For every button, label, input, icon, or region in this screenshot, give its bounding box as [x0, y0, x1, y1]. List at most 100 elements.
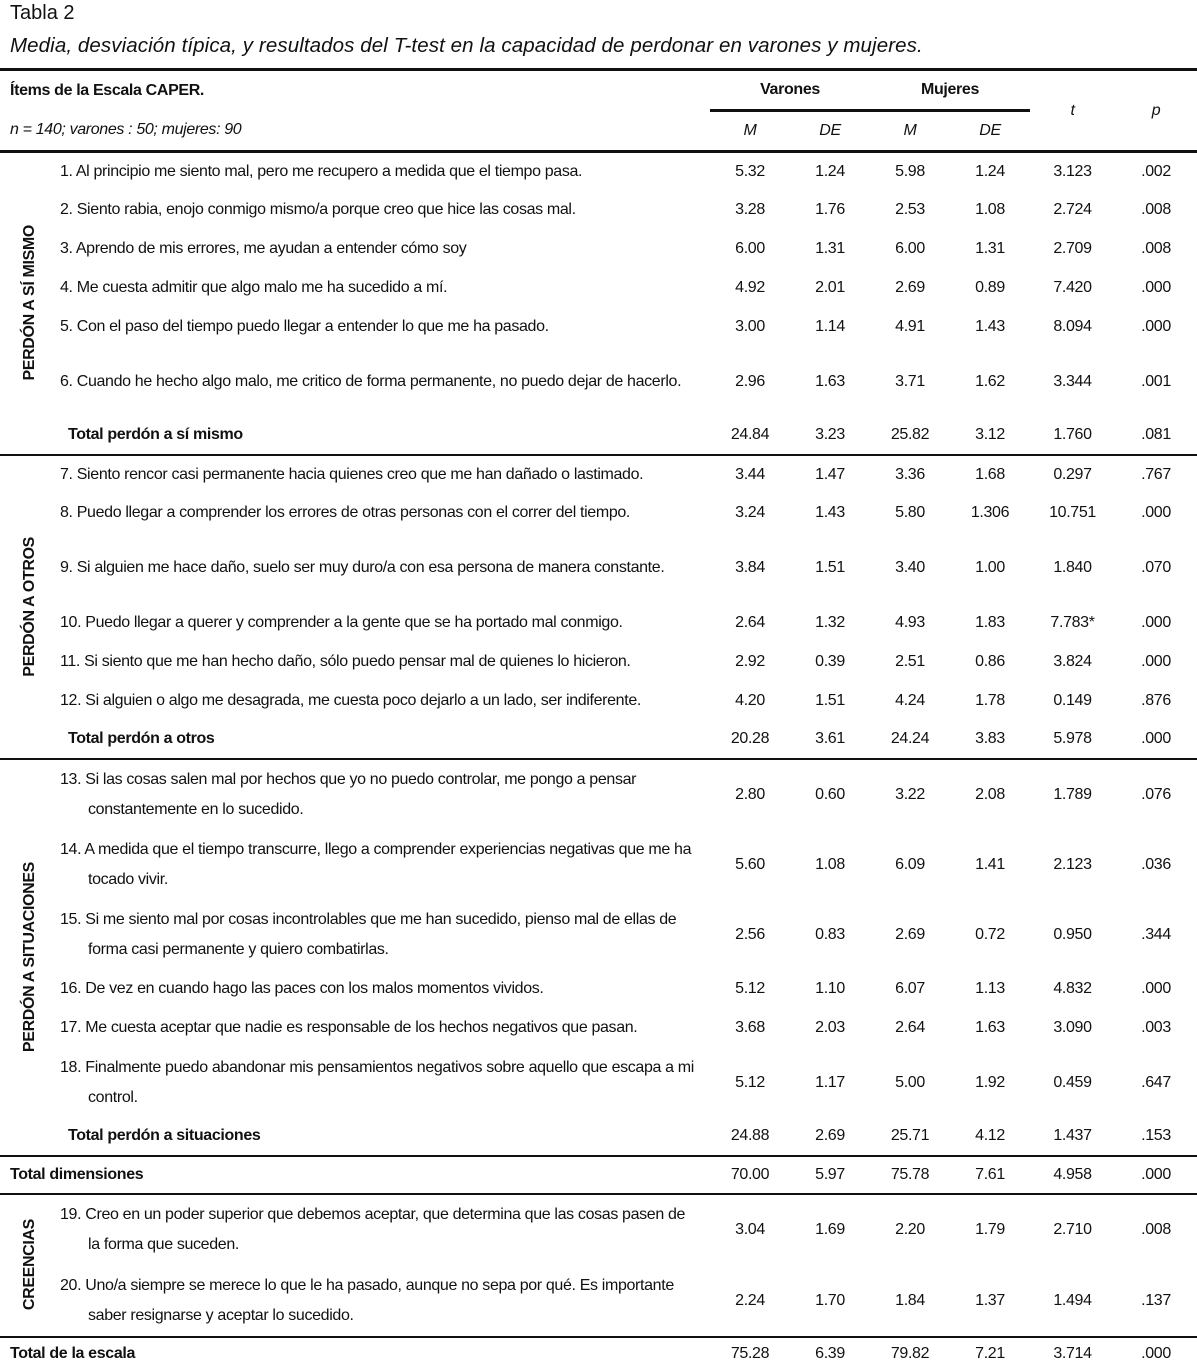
table-row: 17. Me cuesta aceptar que nadie es respo… [0, 1009, 1197, 1048]
table-row: PERDÓN A SITUACIONES 13. Si las cosas sal… [0, 757, 1197, 1156]
men-sd: 1.69 [790, 1192, 871, 1266]
item-text: 3. Aprendo de mis errores, me ayudan a e… [60, 240, 467, 257]
item-text: 9. Si alguien me hace daño, suelo ser mu… [60, 558, 665, 576]
p-value: .000 [1141, 318, 1171, 335]
t-value: 3.714 [1030, 1335, 1116, 1371]
women-sd: 7.61 [950, 1154, 1031, 1194]
section-label-text: PERDÓN A OTROS [21, 536, 38, 677]
men-sd: 1.47 [790, 453, 871, 494]
p-value: .153 [1141, 1127, 1171, 1144]
total-label: Total dimensiones [0, 1154, 711, 1194]
item-text: 10. Puedo llegar a querer y comprender a… [60, 613, 623, 631]
t-value: 3.344 [1053, 372, 1092, 390]
women-mean: 5.98 [870, 150, 951, 191]
men-mean: 5.12 [735, 1073, 765, 1091]
men-sd: 1.31 [815, 240, 845, 257]
p-value: .000 [1141, 279, 1171, 296]
p-value: .344 [1141, 925, 1171, 943]
women-sd: 1.92 [975, 1073, 1005, 1091]
caper-results-table: Ítems de la Escala CAPER. Varones Mujere… [0, 68, 1197, 1371]
men-mean: 4.20 [735, 692, 765, 709]
t-value: 1.494 [1053, 1291, 1092, 1309]
women-mean: 4.91 [895, 318, 925, 335]
t-value: 2.710 [1030, 1192, 1116, 1266]
men-mean: 2.80 [710, 757, 791, 830]
women-mean: 4.93 [895, 613, 925, 631]
men-mean: 5.12 [735, 980, 765, 997]
section-label: PERDÓN A OTROS [0, 453, 60, 759]
men-mean: 3.84 [735, 558, 765, 576]
t-value: 2.123 [1053, 855, 1092, 873]
t-value: 4.958 [1030, 1154, 1116, 1194]
women-mean: 2.20 [870, 1192, 951, 1266]
men-sd: 1.76 [815, 201, 845, 218]
men-sd: 2.69 [815, 1127, 845, 1144]
women-mean: 1.84 [895, 1291, 925, 1309]
women-mean: 75.78 [870, 1154, 951, 1194]
women-sd: 1.41 [975, 855, 1005, 873]
men-sd: 1.51 [815, 692, 845, 709]
men-sd: 1.51 [815, 558, 845, 576]
item-text: 14. A medida que el tiempo transcurre, l… [60, 840, 692, 888]
women-sd: 1.08 [975, 201, 1005, 218]
men-mean: 5.60 [735, 855, 765, 873]
table-row: 12. Si alguien o algo me desagrada, me c… [0, 682, 1197, 721]
men-sd: 1.08 [815, 855, 845, 873]
p-value: .000 [1115, 1335, 1197, 1371]
subtotal-row: Total perdón a otros 20.28 3.61 24.24 3.83 5.… [0, 721, 1197, 759]
men-mean: 3.00 [735, 318, 765, 335]
women-sd: 1.43 [975, 318, 1005, 335]
women-sd: 1.24 [950, 150, 1031, 191]
men-mean: 5.32 [710, 150, 791, 191]
men-sd: 0.39 [815, 653, 845, 670]
women-mean: 79.82 [870, 1335, 951, 1371]
women-sd: 1.306 [970, 504, 1010, 521]
women-sd: 1.83 [975, 613, 1005, 631]
women-mean: 25.82 [890, 426, 930, 443]
item-text: 1. Al principio me siento mal, pero me r… [60, 150, 711, 191]
men-mean: 70.00 [710, 1154, 791, 1194]
women-mean: 5.80 [895, 504, 925, 521]
women-mean: 25.71 [890, 1127, 930, 1144]
item-text: 7. Siento rencor casi permanente hacia q… [60, 453, 711, 494]
p-value: .137 [1141, 1291, 1171, 1309]
women-sd: 2.08 [950, 757, 1031, 830]
t-value: 10.751 [1049, 504, 1096, 521]
t-value: 7.420 [1053, 279, 1092, 296]
subtotal-row: Total perdón a situaciones 24.88 2.69 25.71… [0, 1118, 1197, 1156]
women-sd: 3.83 [975, 730, 1005, 747]
table-row: 3. Aprendo de mis errores, me ayudan a e… [0, 230, 1197, 269]
men-sd: 1.63 [815, 372, 845, 390]
p-value: .008 [1115, 1192, 1197, 1266]
women-sd: 1.63 [975, 1019, 1005, 1036]
table-row: CREENCIAS 19. Creo en un poder superior q… [0, 1192, 1197, 1337]
men-sd: 1.10 [815, 980, 845, 997]
men-sd: 5.97 [790, 1154, 871, 1194]
men-sd: 2.01 [815, 279, 845, 296]
table-row: 8. Puedo llegar a comprender los errores… [0, 494, 1197, 533]
women-mean: 6.00 [895, 240, 925, 257]
women-mean: 3.40 [895, 558, 925, 576]
women-mean: 2.64 [895, 1019, 925, 1036]
women-sd: 0.72 [975, 925, 1005, 943]
women-sd: 7.21 [950, 1335, 1031, 1371]
col-men-m: M [710, 110, 791, 153]
men-sd: 2.03 [815, 1019, 845, 1036]
item-text: 4. Me cuesta admitir que algo malo me ha… [60, 279, 448, 296]
table-row: 16. De vez en cuando hago las paces con … [0, 970, 1197, 1009]
col-p: p [1115, 68, 1197, 153]
p-value: .000 [1141, 653, 1171, 670]
t-value: 1.840 [1053, 558, 1092, 576]
subtotal-row: Total perdón a sí mismo 24.84 3.23 25.82 3.1… [0, 417, 1197, 455]
total-row: Total dimensiones 70.00 5.97 75.78 7.61 4.958… [0, 1154, 1197, 1194]
table-row: PERDÓN A SÍ MISMO 1. Al principio me sien… [0, 150, 1197, 455]
men-sd: 1.70 [815, 1291, 845, 1309]
group-women: Mujeres [870, 68, 1031, 112]
women-mean: 5.00 [895, 1073, 925, 1091]
women-sd: 1.79 [950, 1192, 1031, 1266]
women-mean: 6.07 [895, 980, 925, 997]
t-value: 3.123 [1030, 150, 1116, 191]
total-row: Total de la escala 75.28 6.39 79.82 7.21 3.71… [0, 1335, 1197, 1371]
women-mean: 2.51 [895, 653, 925, 670]
women-mean: 2.53 [895, 201, 925, 218]
